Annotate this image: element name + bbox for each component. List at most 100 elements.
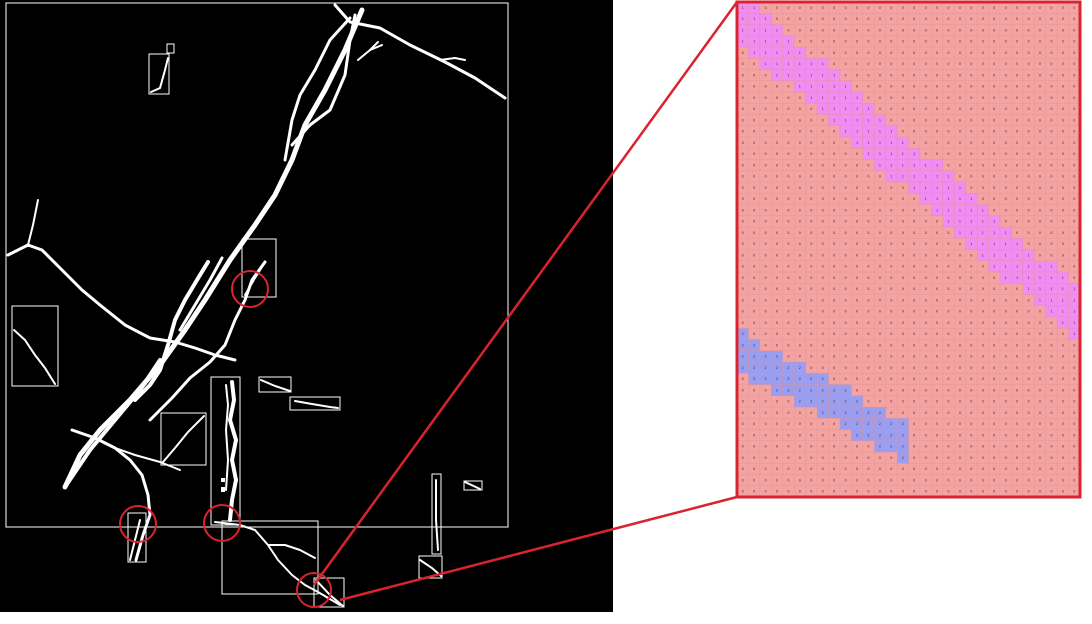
zoom-cell-label: 0 [1005, 366, 1007, 370]
zoom-cell-label: 0 [753, 175, 755, 179]
zoom-cell [805, 69, 818, 81]
zoom-cell-label: 2 [867, 411, 869, 415]
zoom-cell-label: 0 [833, 17, 835, 21]
zoom-cell-label: 0 [1039, 332, 1041, 336]
zoom-cell-label: 0 [1016, 62, 1018, 66]
zoom-cell-label: 0 [1050, 51, 1052, 55]
zoom-cell-label: 0 [753, 220, 755, 224]
zoom-cell-label: 0 [902, 343, 904, 347]
zoom-cell-label: 1 [890, 175, 892, 179]
zoom-cell [828, 384, 841, 396]
zoom-cell-label: 0 [1039, 141, 1041, 145]
zoom-cell-label: 0 [833, 456, 835, 460]
zoom-cell-label: 0 [890, 242, 892, 246]
zoom-cell-label: 0 [947, 411, 949, 415]
zoom-cell-label: 2 [902, 445, 904, 449]
zoom-cell-label: 0 [753, 490, 755, 494]
zoom-cell-label: 0 [776, 242, 778, 246]
zoom-cell-label: 0 [925, 231, 927, 235]
zoom-cell-label: 1 [845, 96, 847, 100]
zoom-cell-label: 0 [993, 107, 995, 111]
zoom-cell-label: 0 [925, 96, 927, 100]
zoom-cell-label: 1 [810, 73, 812, 77]
zoom-cell [874, 159, 886, 171]
zoom-cell-label: 0 [1073, 445, 1075, 449]
zoom-cell [999, 238, 1012, 250]
zoom-cell-label: 0 [970, 118, 972, 122]
zoom-cell-label: 1 [1005, 265, 1007, 269]
zoom-cell-label: 2 [742, 366, 744, 370]
zoom-cell-label: 0 [993, 377, 995, 381]
zoom-cell-label: 0 [902, 265, 904, 269]
zoom-cell [737, 339, 749, 351]
zoom-cell-label: 0 [845, 62, 847, 66]
zoom-cell-label: 0 [959, 253, 961, 257]
zoom-cell-label: 0 [1027, 433, 1029, 437]
zoom-cell [954, 204, 966, 216]
zoom-cell-label: 0 [764, 163, 766, 167]
zoom-cell [851, 418, 863, 430]
zoom-cell-label: 2 [833, 400, 835, 404]
zoom-cell-label: 1 [787, 62, 789, 66]
zoom-cell [759, 58, 772, 70]
zoom-cell-label: 0 [822, 332, 824, 336]
zoom-cell-label: 2 [776, 388, 778, 392]
zoom-cell-label: 0 [1039, 163, 1041, 167]
zoom-cell-label: 0 [833, 422, 835, 426]
zoom-cell-label: 2 [810, 377, 812, 381]
zoom-cell [817, 407, 829, 419]
zoom-cell-label: 1 [867, 118, 869, 122]
zoom-cell-label: 2 [822, 388, 824, 392]
zoom-cell-label: 0 [1062, 141, 1064, 145]
zoom-cell-label: 0 [1039, 411, 1041, 415]
zoom-cell-label: 0 [1027, 141, 1029, 145]
zoom-cell-label: 0 [742, 107, 744, 111]
zoom-cell-label: 0 [742, 118, 744, 122]
zoom-cell-label: 0 [1016, 377, 1018, 381]
zoom-cell-label: 0 [1016, 310, 1018, 314]
zoom-cell-label: 0 [936, 6, 938, 10]
zoom-cell-label: 0 [742, 321, 744, 325]
zoom-cell-label: 1 [879, 152, 881, 156]
zoom-cell-labels: 1 1 0 0 0 0 0 0 0 0 0 0 0 0 0 0 0 0 0 0 0 0 0 0 0 0 0 0 0 0 1 1 1 0 0 0 0 0 0 0… [742, 6, 1076, 494]
zoom-cell [1011, 238, 1024, 250]
zoom-cell-label: 1 [833, 85, 835, 89]
zoom-cell-label: 0 [1062, 456, 1064, 460]
zoom-cell-label: 0 [867, 355, 869, 359]
zoom-cell-label: 0 [822, 231, 824, 235]
zoom-cell-label: 0 [970, 366, 972, 370]
zoom-cell [805, 395, 818, 408]
zoom-cell-label: 0 [867, 445, 869, 449]
zoom-cell-label: 0 [1062, 175, 1064, 179]
zoom-cell-label: 0 [742, 231, 744, 235]
zoom-cell [897, 452, 909, 464]
zoom-cell-label: 1 [1027, 276, 1029, 280]
zoom-cell-label: 0 [867, 197, 869, 201]
zoom-cell-label: 0 [936, 298, 938, 302]
zoom-cell-label: 0 [1016, 478, 1018, 482]
box-crack [150, 57, 169, 93]
zoom-cell-label: 0 [787, 467, 789, 471]
zoom-cell-label: 0 [742, 445, 744, 449]
zoom-cell-label: 0 [845, 287, 847, 291]
zoom-cell-label: 0 [753, 107, 755, 111]
zoom-cell-label: 0 [925, 422, 927, 426]
zoom-cell-label: 0 [890, 321, 892, 325]
zoom-cell-label: 0 [1062, 467, 1064, 471]
zoom-cell-label: 0 [1005, 208, 1007, 212]
zoom-cell-label: 0 [1062, 130, 1064, 134]
zoom-cell-label: 0 [959, 310, 961, 314]
zoom-cell-label: 0 [776, 467, 778, 471]
zoom-cell [771, 384, 783, 396]
zoom-cell-label: 0 [867, 6, 869, 10]
zoom-cell-label: 0 [936, 28, 938, 32]
zoom-cell-label: 0 [902, 467, 904, 471]
zoom-cell-label: 0 [982, 355, 984, 359]
zoom-cell-label: 0 [1062, 490, 1064, 494]
zoom-cell-label: 1 [787, 40, 789, 44]
zoom-cell [942, 182, 955, 194]
zoom-cell-label: 0 [1039, 366, 1041, 370]
zoom-cell-label: 1 [925, 175, 927, 179]
zoom-cell [748, 24, 761, 36]
zoom-cell-label: 0 [982, 186, 984, 190]
